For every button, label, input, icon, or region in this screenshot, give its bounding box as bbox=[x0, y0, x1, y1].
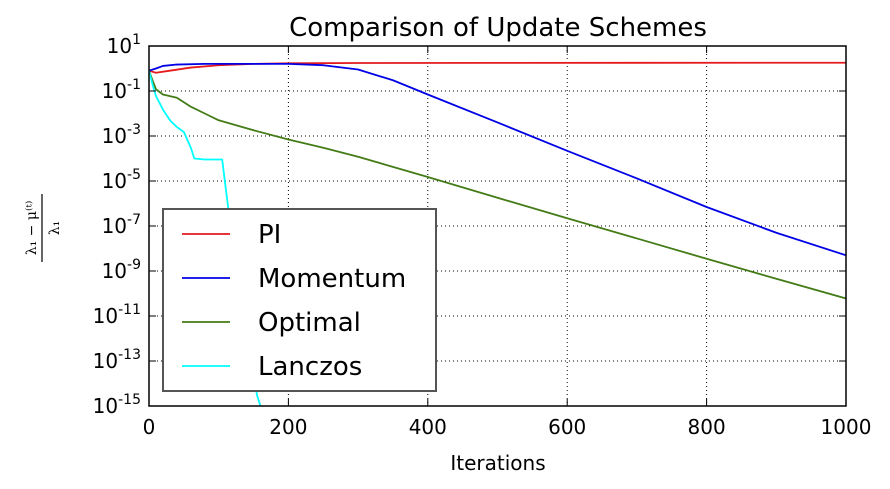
y-tick-base: 10 bbox=[102, 79, 127, 103]
y-tick-base: 10 bbox=[102, 259, 127, 283]
x-tick-label: 400 bbox=[409, 415, 447, 439]
y-tick-base: 10 bbox=[93, 304, 118, 328]
y-tick-exponent: 1 bbox=[132, 32, 141, 48]
y-tick-label: 10-15 bbox=[93, 392, 141, 418]
y-tick-base: 10 bbox=[107, 34, 132, 58]
y-tick-exponent: -5 bbox=[127, 167, 141, 183]
y-tick-label: 10-3 bbox=[102, 122, 141, 148]
legend-label-momentum: Momentum bbox=[258, 264, 406, 294]
y-tick-label: 10-9 bbox=[102, 257, 141, 283]
legend: PI Momentum Optimal Lanczos bbox=[162, 208, 437, 392]
y-axis-label-denominator: λ₁ bbox=[47, 221, 63, 236]
legend-label-pi: PI bbox=[258, 220, 281, 250]
y-tick-label: 10-13 bbox=[93, 347, 141, 373]
x-tick-label: 200 bbox=[269, 415, 307, 439]
y-tick-base: 10 bbox=[102, 124, 127, 148]
y-axis-label-numerator: λ₁ − μ⁽ᵗ⁾ bbox=[24, 201, 40, 256]
x-tick-label: 1000 bbox=[821, 415, 872, 439]
y-tick-label: 10-1 bbox=[102, 77, 141, 103]
legend-box bbox=[162, 208, 437, 392]
x-tick-label: 800 bbox=[688, 415, 726, 439]
y-tick-exponent: -1 bbox=[127, 77, 141, 93]
y-tick-exponent: -11 bbox=[118, 302, 141, 318]
series-line-optimal bbox=[149, 70, 846, 300]
chart-title: Comparison of Update Schemes bbox=[289, 13, 707, 43]
y-tick-base: 10 bbox=[93, 349, 118, 373]
y-tick-label: 101 bbox=[107, 32, 141, 58]
y-tick-exponent: -15 bbox=[118, 392, 141, 408]
ticks bbox=[148, 45, 847, 407]
y-tick-label: 10-7 bbox=[102, 212, 141, 238]
y-tick-base: 10 bbox=[102, 169, 127, 193]
y-axis-label: λ₁ − μ⁽ᵗ⁾ λ₁ bbox=[24, 194, 63, 262]
x-tick-labels: 0 200 400 600 800 1000 bbox=[143, 415, 872, 439]
series-line-momentum bbox=[149, 63, 846, 257]
y-tick-exponent: -13 bbox=[118, 347, 141, 363]
y-tick-exponent: -3 bbox=[127, 122, 141, 138]
series-layer bbox=[149, 61, 846, 406]
y-tick-label: 10-5 bbox=[102, 167, 141, 193]
y-tick-label: 10-11 bbox=[93, 302, 141, 328]
y-tick-base: 10 bbox=[93, 394, 118, 418]
legend-label-optimal: Optimal bbox=[258, 308, 361, 338]
legend-label-lanczos: Lanczos bbox=[258, 352, 362, 382]
y-tick-exponent: -9 bbox=[127, 257, 141, 273]
y-tick-exponent: -7 bbox=[127, 212, 141, 228]
y-tick-base: 10 bbox=[102, 214, 127, 238]
x-tick-label: 0 bbox=[143, 415, 156, 439]
x-tick-label: 600 bbox=[548, 415, 586, 439]
x-axis-label: Iterations bbox=[450, 451, 545, 475]
